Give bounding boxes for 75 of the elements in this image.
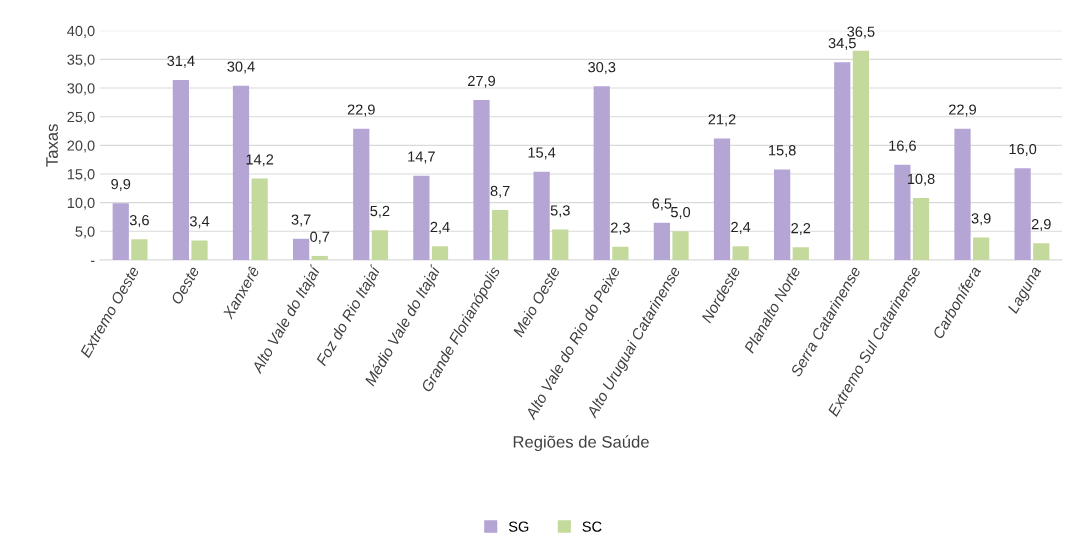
data-label: 30,4 <box>227 61 255 74</box>
data-label: 22,9 <box>347 104 375 117</box>
bar <box>112 203 129 260</box>
data-label: 5,3 <box>550 205 570 218</box>
data-label: 10,8 <box>907 173 935 186</box>
y-tick-label: 15,0 <box>67 169 95 182</box>
data-label: 5,2 <box>370 205 390 218</box>
bar <box>251 178 268 260</box>
y-tick-label: 40,0 <box>67 25 95 38</box>
bar <box>191 240 208 260</box>
bar <box>311 255 328 260</box>
bar <box>1014 168 1031 260</box>
data-label: 0,7 <box>310 231 330 244</box>
data-label: 6,5 <box>652 198 672 211</box>
bar <box>293 238 310 260</box>
data-label: 34,5 <box>828 37 856 50</box>
x-axis-title: Regiões de Saúde <box>513 435 649 452</box>
data-label: 31,4 <box>167 55 195 68</box>
bar <box>431 246 449 260</box>
y-tick-label: 30,0 <box>67 83 95 96</box>
bar <box>172 80 189 260</box>
data-label: 9,9 <box>111 178 131 191</box>
bar <box>774 169 791 260</box>
bar <box>653 222 670 260</box>
data-label: 2,3 <box>610 222 630 235</box>
bar <box>954 128 971 260</box>
bar <box>852 50 869 260</box>
data-label: 36,5 <box>847 26 875 39</box>
bar <box>1033 243 1050 260</box>
bar <box>552 229 569 260</box>
data-label: 5,0 <box>670 206 691 220</box>
data-label: 16,6 <box>889 140 916 153</box>
data-label: 30,3 <box>588 62 616 75</box>
bar <box>413 175 430 260</box>
data-label: 15,8 <box>769 145 796 158</box>
bar <box>353 128 370 260</box>
data-label: 2,2 <box>791 223 811 236</box>
data-label: 27,9 <box>468 75 495 88</box>
bar <box>792 247 809 260</box>
y-tick-label: - <box>90 260 95 262</box>
data-label: 15,4 <box>528 147 556 160</box>
data-label: 3,6 <box>129 214 149 228</box>
bar <box>672 231 689 260</box>
data-label: 2,4 <box>731 221 751 234</box>
y-tick-label: 10,0 <box>67 197 95 210</box>
y-tick-label: 35,0 <box>67 54 95 67</box>
data-label: 22,9 <box>949 104 976 117</box>
data-label: 3,7 <box>291 214 311 227</box>
bar <box>473 100 490 260</box>
data-label: 21,2 <box>708 114 736 127</box>
bar <box>713 138 731 260</box>
data-label: 3,4 <box>189 216 210 229</box>
legend-label: SG <box>508 521 529 532</box>
data-label: 2,4 <box>430 221 450 234</box>
y-tick-label: 20,0 <box>67 140 95 153</box>
bar <box>593 86 610 260</box>
data-label: 14,7 <box>408 151 435 164</box>
bar <box>912 198 930 260</box>
data-label: 2,9 <box>1031 219 1051 232</box>
data-label: 14,2 <box>246 154 274 167</box>
y-tick-label: 5,0 <box>75 226 95 239</box>
data-label: 3,9 <box>971 213 991 226</box>
bar <box>612 246 629 260</box>
bar <box>131 239 148 260</box>
legend-label: SC <box>582 521 602 532</box>
bar <box>533 171 550 260</box>
y-tick-label: 25,0 <box>67 111 95 124</box>
y-axis-title: Taxas <box>46 124 58 167</box>
bar <box>732 246 749 260</box>
bar <box>371 230 388 260</box>
bar <box>834 62 851 260</box>
bar <box>973 237 990 260</box>
bar <box>492 210 509 260</box>
data-label: 8,7 <box>490 185 510 198</box>
data-label: 16,0 <box>1009 143 1037 156</box>
